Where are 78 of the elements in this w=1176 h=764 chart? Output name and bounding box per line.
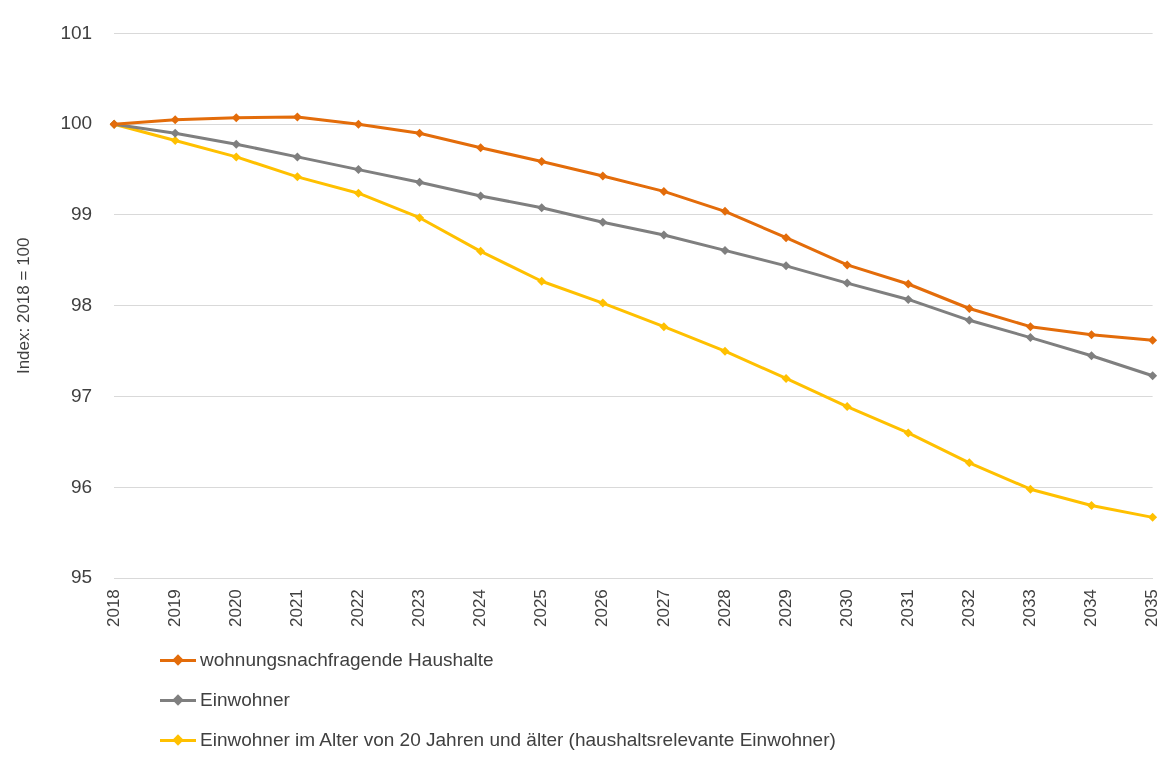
legend-label: Einwohner im Alter von 20 Jahren und älter (haushaltsrelevante Einwohner) <box>200 729 836 751</box>
point <box>1087 351 1097 361</box>
y-tick-label: 101 <box>60 21 93 43</box>
point <box>476 191 486 201</box>
point <box>1148 335 1158 345</box>
point <box>476 143 486 153</box>
y-axis-title: Index: 2018 = 100 <box>13 237 33 375</box>
y-tick-label: 97 <box>70 384 93 406</box>
point <box>659 186 669 196</box>
point <box>720 245 730 255</box>
point <box>842 278 852 288</box>
x-tick-label: 2027 <box>653 589 673 628</box>
y-tick-label: 98 <box>70 294 93 316</box>
legend-label: Einwohner <box>200 689 290 711</box>
point <box>964 458 974 468</box>
point <box>598 171 608 181</box>
legend-label: wohnungsnachfragende Haushalte <box>200 649 494 671</box>
x-tick-label: 2034 <box>1081 589 1101 628</box>
point <box>842 402 852 412</box>
point <box>292 152 302 162</box>
point <box>1025 333 1035 343</box>
point <box>353 165 363 175</box>
point <box>1025 322 1035 332</box>
point <box>292 172 302 182</box>
x-tick-label: 2029 <box>775 589 795 628</box>
x-tick-label: 2020 <box>225 589 245 628</box>
point <box>170 136 180 146</box>
point <box>1087 501 1097 511</box>
point <box>537 156 547 166</box>
x-tick-label: 2021 <box>287 589 307 628</box>
point <box>1148 371 1158 381</box>
point <box>964 304 974 314</box>
x-tick-label: 2028 <box>714 589 734 628</box>
x-tick-label: 2030 <box>836 589 856 628</box>
point <box>903 428 913 438</box>
y-tick-label: 95 <box>70 566 93 588</box>
point <box>415 128 425 138</box>
point <box>1148 512 1158 522</box>
x-tick-label: 2023 <box>409 589 429 628</box>
y-tick-label: 96 <box>70 475 93 497</box>
x-tick-label: 2018 <box>103 589 123 628</box>
point <box>781 373 791 383</box>
y-tick-label: 100 <box>60 112 93 134</box>
point <box>903 294 913 304</box>
point <box>231 113 241 123</box>
point <box>781 233 791 243</box>
x-tick-label: 2035 <box>1142 589 1162 628</box>
point <box>964 315 974 325</box>
point <box>415 213 425 223</box>
point <box>231 139 241 149</box>
point <box>537 203 547 213</box>
point <box>903 279 913 289</box>
x-tick-label: 2026 <box>592 589 612 628</box>
x-tick-label: 2031 <box>897 589 917 628</box>
point <box>842 260 852 270</box>
point <box>598 217 608 227</box>
point <box>598 298 608 308</box>
point <box>659 230 669 240</box>
point <box>720 346 730 356</box>
point <box>781 261 791 271</box>
x-tick-label: 2033 <box>1020 589 1040 628</box>
point <box>170 115 180 125</box>
point <box>231 152 241 162</box>
x-tick-label: 2032 <box>959 589 979 628</box>
point <box>720 206 730 216</box>
x-tick-label: 2025 <box>531 589 551 628</box>
x-tick-label: 2019 <box>164 589 184 628</box>
point <box>537 276 547 286</box>
point <box>415 177 425 187</box>
point <box>353 119 363 129</box>
point <box>1025 484 1035 494</box>
point <box>170 128 180 138</box>
point <box>659 322 669 332</box>
y-tick-label: 99 <box>70 203 93 225</box>
x-tick-label: 2024 <box>470 589 490 628</box>
point <box>476 246 486 256</box>
point <box>353 188 363 198</box>
x-tick-label: 2022 <box>348 589 368 628</box>
